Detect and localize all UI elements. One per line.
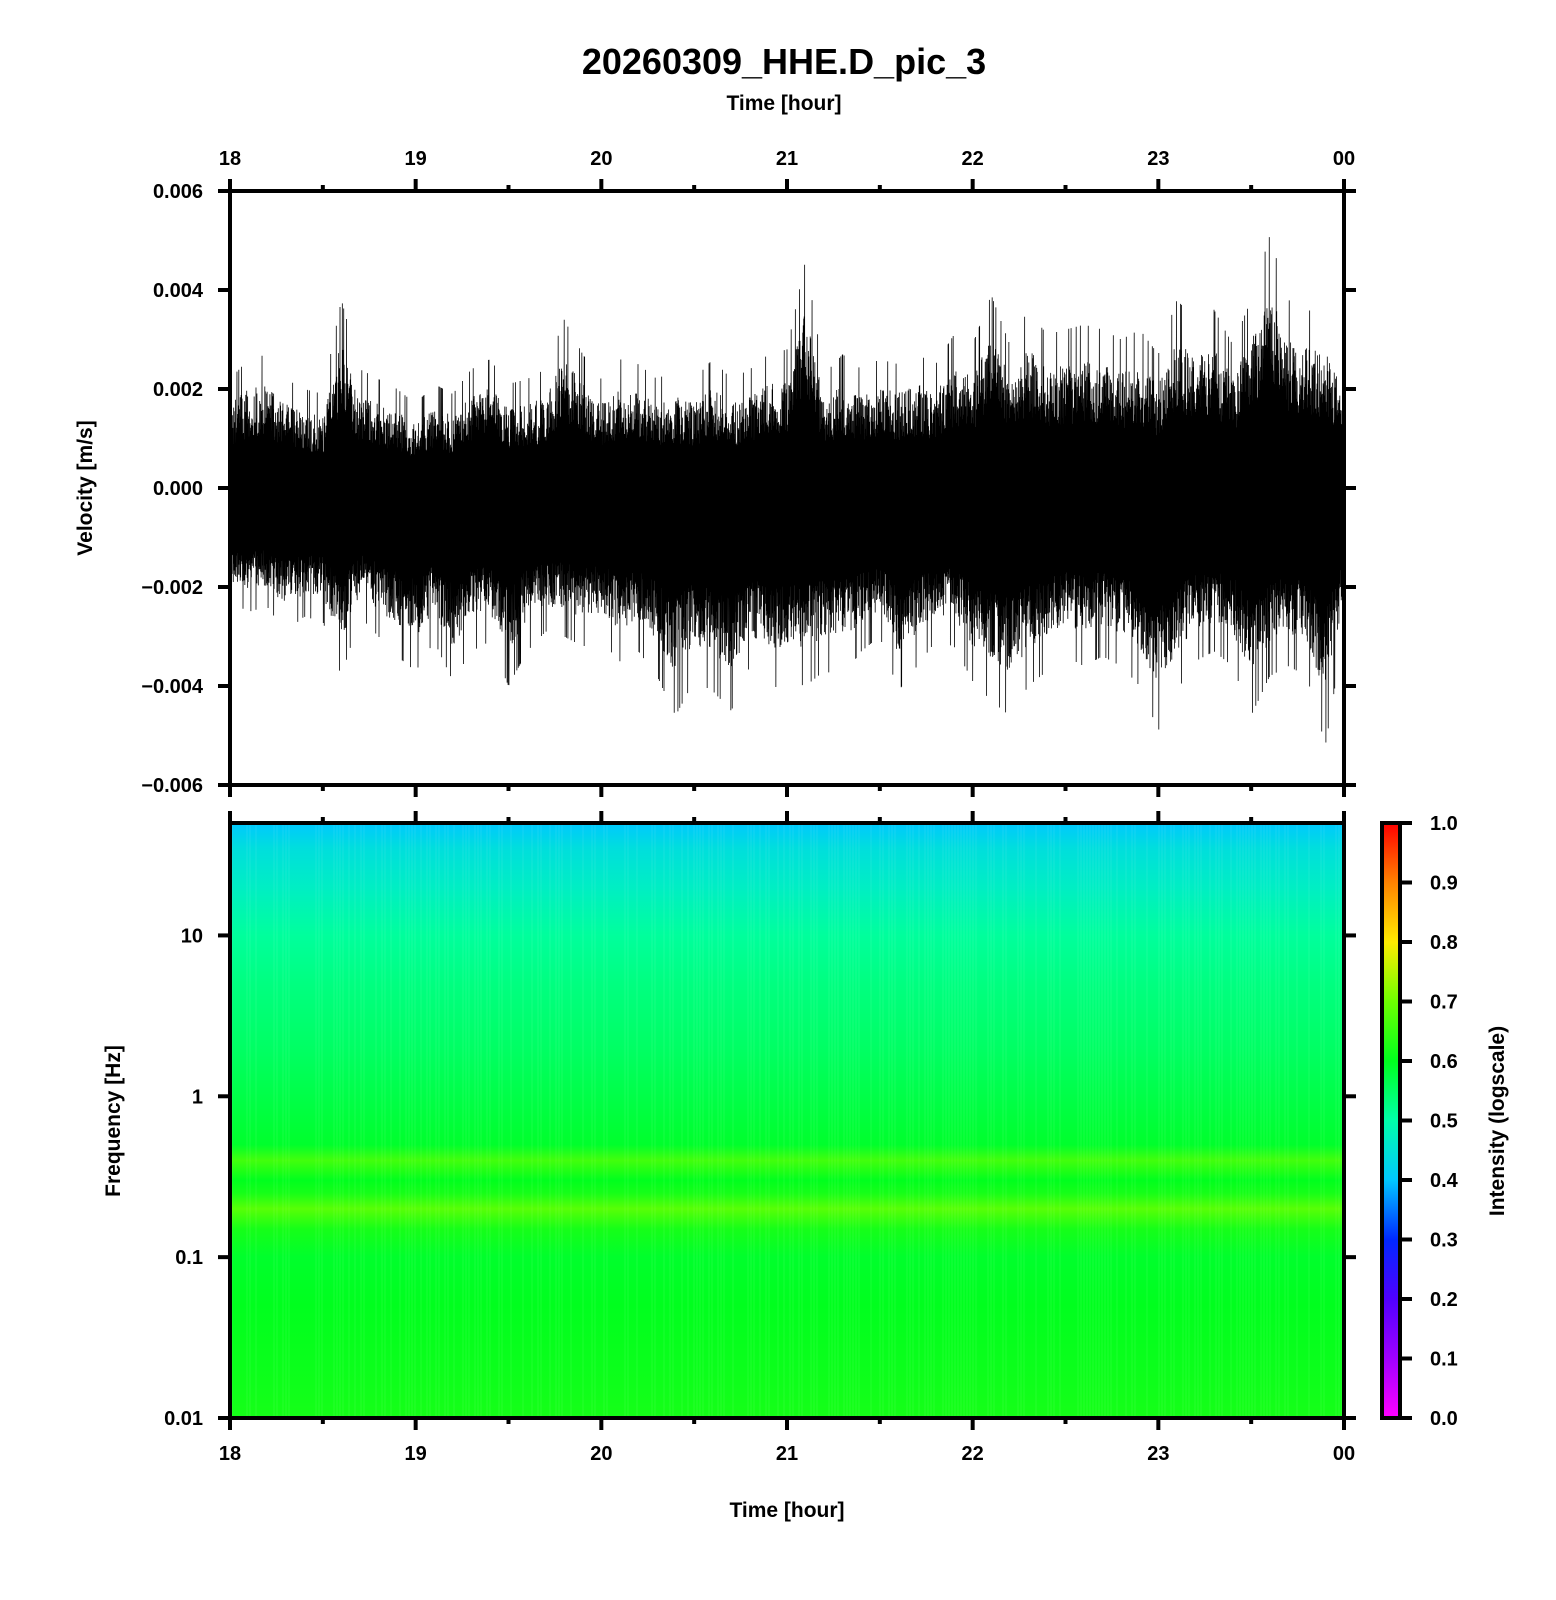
bottom-x-tick-label: 20 — [590, 1443, 612, 1465]
colorbar-tick-label: 0.4 — [1430, 1170, 1459, 1192]
waveform-y-tick-label: 0.002 — [153, 379, 203, 401]
spectrogram-y-tick-label: 10 — [181, 925, 203, 947]
spectrogram-y-tick-label: 0.01 — [164, 1408, 203, 1430]
waveform-y-tick-label: −0.002 — [141, 577, 203, 599]
colorbar-tick-label: 0.6 — [1430, 1051, 1458, 1073]
figure-title: 20260309_HHE.D_pic_3 — [582, 41, 986, 82]
bottom-x-tick-label: 19 — [405, 1443, 427, 1465]
colorbar-scale — [1380, 821, 1402, 1420]
spectrogram-heatmap — [230, 823, 1344, 1418]
colorbar-tick-label: 0.8 — [1430, 932, 1458, 954]
bottom-x-tick-label: 18 — [219, 1443, 241, 1465]
waveform-trace — [229, 237, 1345, 743]
top-x-axis-label: Time [hour] — [726, 92, 841, 115]
velocity-series-line — [229, 237, 1345, 743]
colorbar-tick-label: 0.0 — [1430, 1408, 1458, 1430]
colorbar-tick-label: 0.3 — [1430, 1230, 1458, 1252]
colorbar-tick-label: 0.1 — [1430, 1349, 1458, 1371]
waveform-y-tick-label: −0.004 — [141, 676, 204, 698]
bottom-x-tick-label: 21 — [776, 1443, 798, 1465]
colorbar-tick-label: 0.9 — [1430, 873, 1458, 895]
spectrogram-frame — [228, 821, 1346, 1420]
spectrogram-y-axis-label: Frequency [Hz] — [102, 1045, 125, 1197]
spectrogram-y-tick-label: 0.1 — [175, 1247, 203, 1269]
colorbar-tick-label: 0.7 — [1430, 992, 1458, 1014]
top-x-tick-label: 18 — [219, 148, 241, 170]
waveform-y-axis-label: Velocity [m/s] — [74, 420, 97, 555]
colorbar-tick-label: 0.5 — [1430, 1111, 1458, 1133]
bottom-x-tick-label: 23 — [1147, 1443, 1169, 1465]
waveform-y-tick-label: 0.000 — [153, 478, 203, 500]
waveform-y-tick-label: 0.006 — [153, 181, 203, 203]
colorbar: 1.0 0.9 0.8 0.7 0.6 0.5 0.4 0.3 0.2 0.1 0.0 — [1380, 813, 1459, 1430]
colorbar-tick-label: 1.0 — [1430, 813, 1458, 835]
waveform-y-tick-label: −0.006 — [141, 775, 203, 797]
spectrogram-area — [230, 823, 1344, 1418]
waveform-y-tick-label: 0.004 — [153, 280, 204, 302]
top-x-tick-label: 19 — [405, 148, 427, 170]
bottom-x-tick-label: 22 — [962, 1443, 984, 1465]
top-x-tick-label: 20 — [590, 148, 612, 170]
top-x-tick-label: 21 — [776, 148, 798, 170]
bottom-x-axis-label: Time [hour] — [729, 1499, 844, 1522]
top-x-tick-label: 00 — [1333, 148, 1355, 170]
colorbar-label: Intensity (logscale) — [1486, 1026, 1509, 1216]
spectrogram-y-tick-label: 1 — [192, 1086, 203, 1108]
bottom-x-tick-label: 00 — [1333, 1443, 1355, 1465]
top-x-tick-label: 22 — [962, 148, 984, 170]
colorbar-tick-label: 0.2 — [1430, 1289, 1458, 1311]
top-x-tick-label: 23 — [1147, 148, 1169, 170]
waveform-frame — [228, 189, 1346, 787]
